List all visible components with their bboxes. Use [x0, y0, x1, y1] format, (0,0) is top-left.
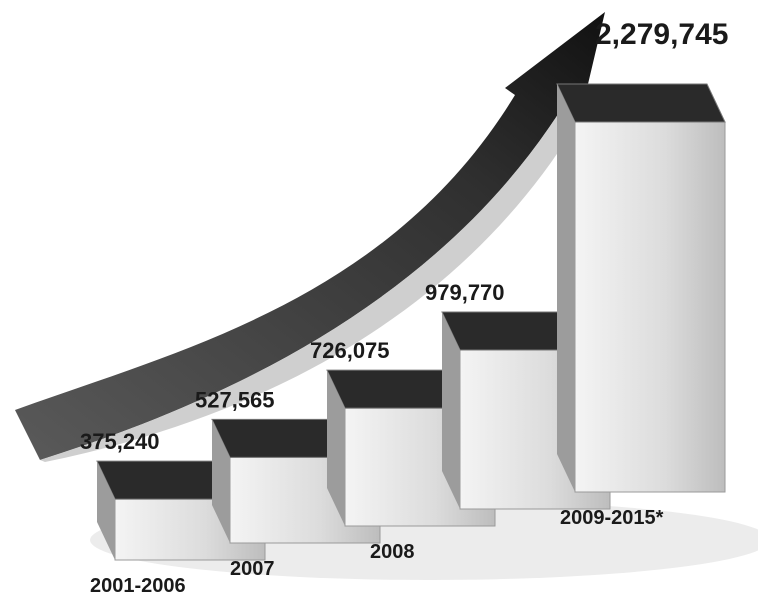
x-tick-label: 2007 — [230, 558, 275, 580]
value-label: 726,075 — [310, 338, 390, 363]
bar-side — [97, 461, 115, 560]
bar-side — [327, 370, 345, 526]
value-label: 375,240 — [80, 429, 160, 454]
bars: 375,240 2001-2006 527,565 2007 726,075 2008 97… — [80, 18, 728, 597]
x-tick-label: 2008 — [370, 541, 415, 563]
value-label: 527,565 — [195, 387, 275, 412]
bar-group: 527,565 2007 — [195, 387, 381, 580]
value-label: 979,770 — [425, 280, 505, 305]
bar-side — [442, 311, 460, 509]
bar-side — [557, 84, 575, 492]
value-label: 2,279,745 — [595, 18, 728, 51]
bar — [574, 121, 726, 493]
bar-top — [556, 83, 726, 123]
bar-group: 2,279,745 2009-2015* — [556, 18, 728, 529]
growth-arrow — [15, 12, 605, 460]
bar-side — [212, 419, 230, 543]
x-tick-label: 2009-2015* — [560, 507, 664, 529]
x-tick-label: 2001-2006 — [90, 575, 186, 597]
